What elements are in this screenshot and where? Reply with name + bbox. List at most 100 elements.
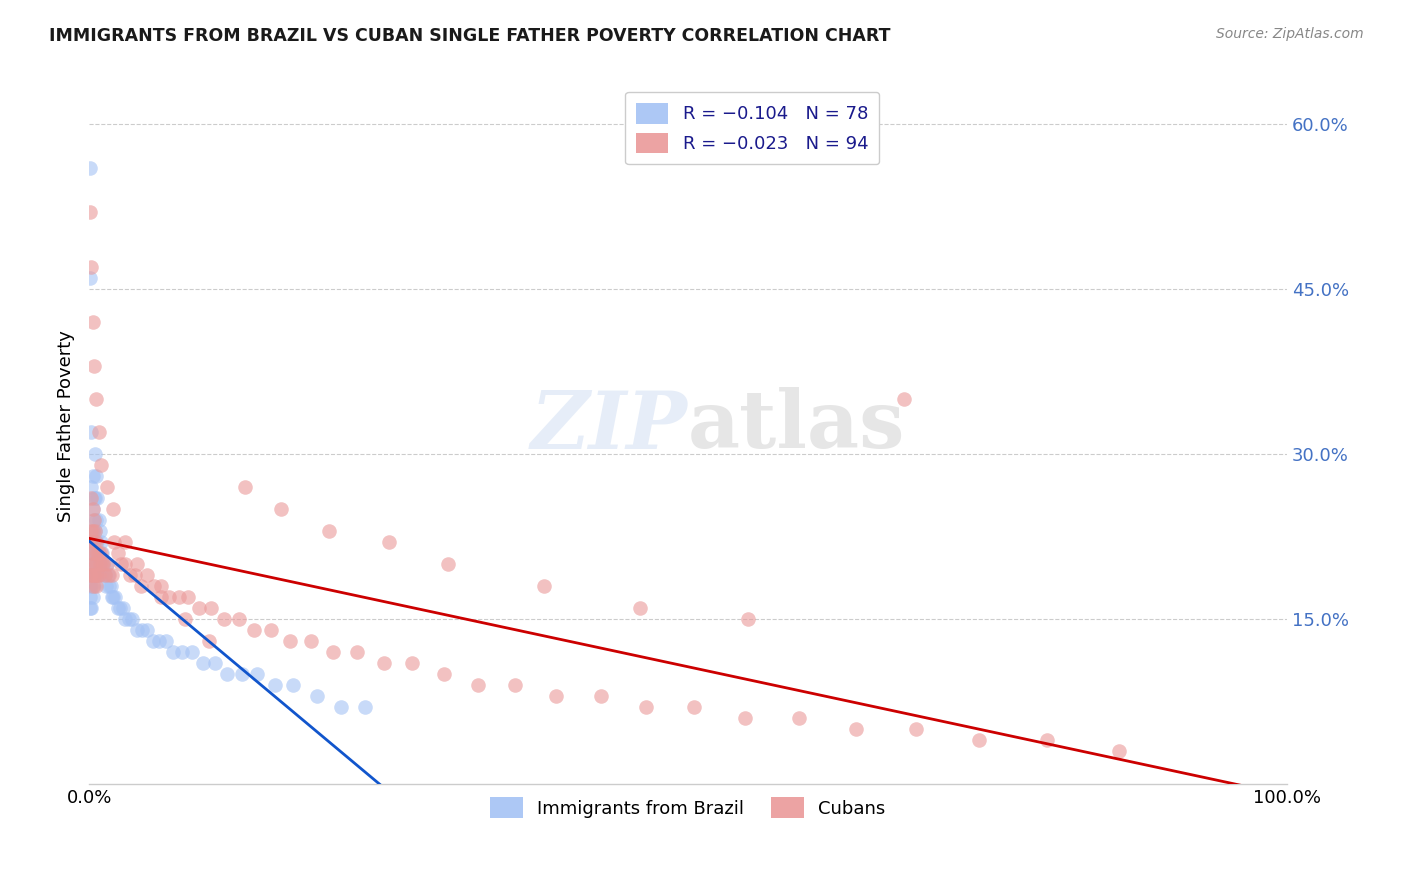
Point: [84, 447, 107, 461]
Point: [734, 711, 756, 725]
Point: [91, 546, 114, 560]
Point: [89, 557, 111, 571]
Point: [82, 524, 104, 538]
Point: [80, 535, 103, 549]
Point: [84, 392, 107, 406]
Point: [90, 458, 112, 472]
Point: [87, 546, 110, 560]
Point: [84, 546, 107, 560]
Point: [228, 612, 250, 626]
Point: [86, 568, 108, 582]
Point: [83, 535, 105, 549]
Point: [82, 546, 104, 560]
Point: [84, 557, 107, 571]
Point: [162, 645, 184, 659]
Point: [93, 557, 115, 571]
Point: [377, 535, 399, 549]
Point: [79, 568, 101, 582]
Point: [84, 546, 107, 560]
Point: [87, 425, 110, 439]
Point: [281, 678, 304, 692]
Point: [82, 568, 104, 582]
Point: [1036, 733, 1059, 747]
Point: [104, 590, 127, 604]
Point: [142, 579, 165, 593]
Text: ZIP: ZIP: [531, 388, 688, 466]
Point: [148, 634, 170, 648]
Point: [108, 601, 131, 615]
Point: [101, 568, 124, 582]
Point: [198, 634, 221, 648]
Point: [737, 612, 759, 626]
Point: [215, 667, 238, 681]
Point: [904, 723, 927, 737]
Point: [893, 392, 915, 406]
Point: [135, 568, 157, 582]
Point: [82, 315, 104, 329]
Text: atlas: atlas: [688, 387, 905, 466]
Point: [84, 579, 107, 593]
Point: [967, 733, 990, 747]
Point: [83, 535, 105, 549]
Point: [83, 491, 105, 505]
Point: [80, 491, 103, 505]
Point: [82, 502, 104, 516]
Legend: Immigrants from Brazil, Cubans: Immigrants from Brazil, Cubans: [484, 790, 893, 825]
Point: [505, 678, 527, 692]
Point: [82, 524, 104, 538]
Point: [260, 624, 283, 638]
Point: [84, 535, 107, 549]
Point: [82, 590, 104, 604]
Point: [98, 579, 121, 593]
Point: [789, 711, 811, 725]
Point: [101, 590, 124, 604]
Point: [80, 568, 103, 582]
Point: [114, 612, 136, 626]
Point: [86, 568, 108, 582]
Point: [86, 491, 108, 505]
Point: [125, 557, 148, 571]
Point: [90, 568, 112, 582]
Point: [231, 667, 253, 681]
Point: [94, 579, 117, 593]
Point: [96, 557, 118, 571]
Point: [263, 678, 285, 692]
Point: [683, 700, 706, 714]
Point: [80, 524, 103, 538]
Point: [82, 469, 104, 483]
Point: [79, 535, 101, 549]
Point: [125, 624, 148, 638]
Point: [1108, 744, 1130, 758]
Text: Source: ZipAtlas.com: Source: ZipAtlas.com: [1216, 27, 1364, 41]
Point: [141, 634, 163, 648]
Point: [84, 535, 107, 549]
Point: [83, 557, 105, 571]
Point: [117, 612, 139, 626]
Point: [82, 502, 104, 516]
Point: [149, 579, 172, 593]
Point: [83, 568, 105, 582]
Point: [110, 557, 132, 571]
Point: [135, 624, 157, 638]
Point: [114, 557, 136, 571]
Point: [79, 161, 101, 175]
Point: [155, 634, 177, 648]
Point: [174, 612, 197, 626]
Point: [83, 513, 105, 527]
Point: [80, 601, 103, 615]
Point: [200, 601, 222, 615]
Point: [546, 690, 568, 704]
Point: [79, 204, 101, 219]
Point: [84, 524, 107, 538]
Text: IMMIGRANTS FROM BRAZIL VS CUBAN SINGLE FATHER POVERTY CORRELATION CHART: IMMIGRANTS FROM BRAZIL VS CUBAN SINGLE F…: [49, 27, 891, 45]
Point: [83, 359, 105, 373]
Y-axis label: Single Father Poverty: Single Father Poverty: [58, 331, 75, 523]
Point: [87, 568, 110, 582]
Point: [79, 579, 101, 593]
Point: [87, 546, 110, 560]
Point: [589, 690, 612, 704]
Point: [89, 524, 111, 538]
Point: [114, 535, 136, 549]
Point: [353, 700, 375, 714]
Point: [79, 568, 101, 582]
